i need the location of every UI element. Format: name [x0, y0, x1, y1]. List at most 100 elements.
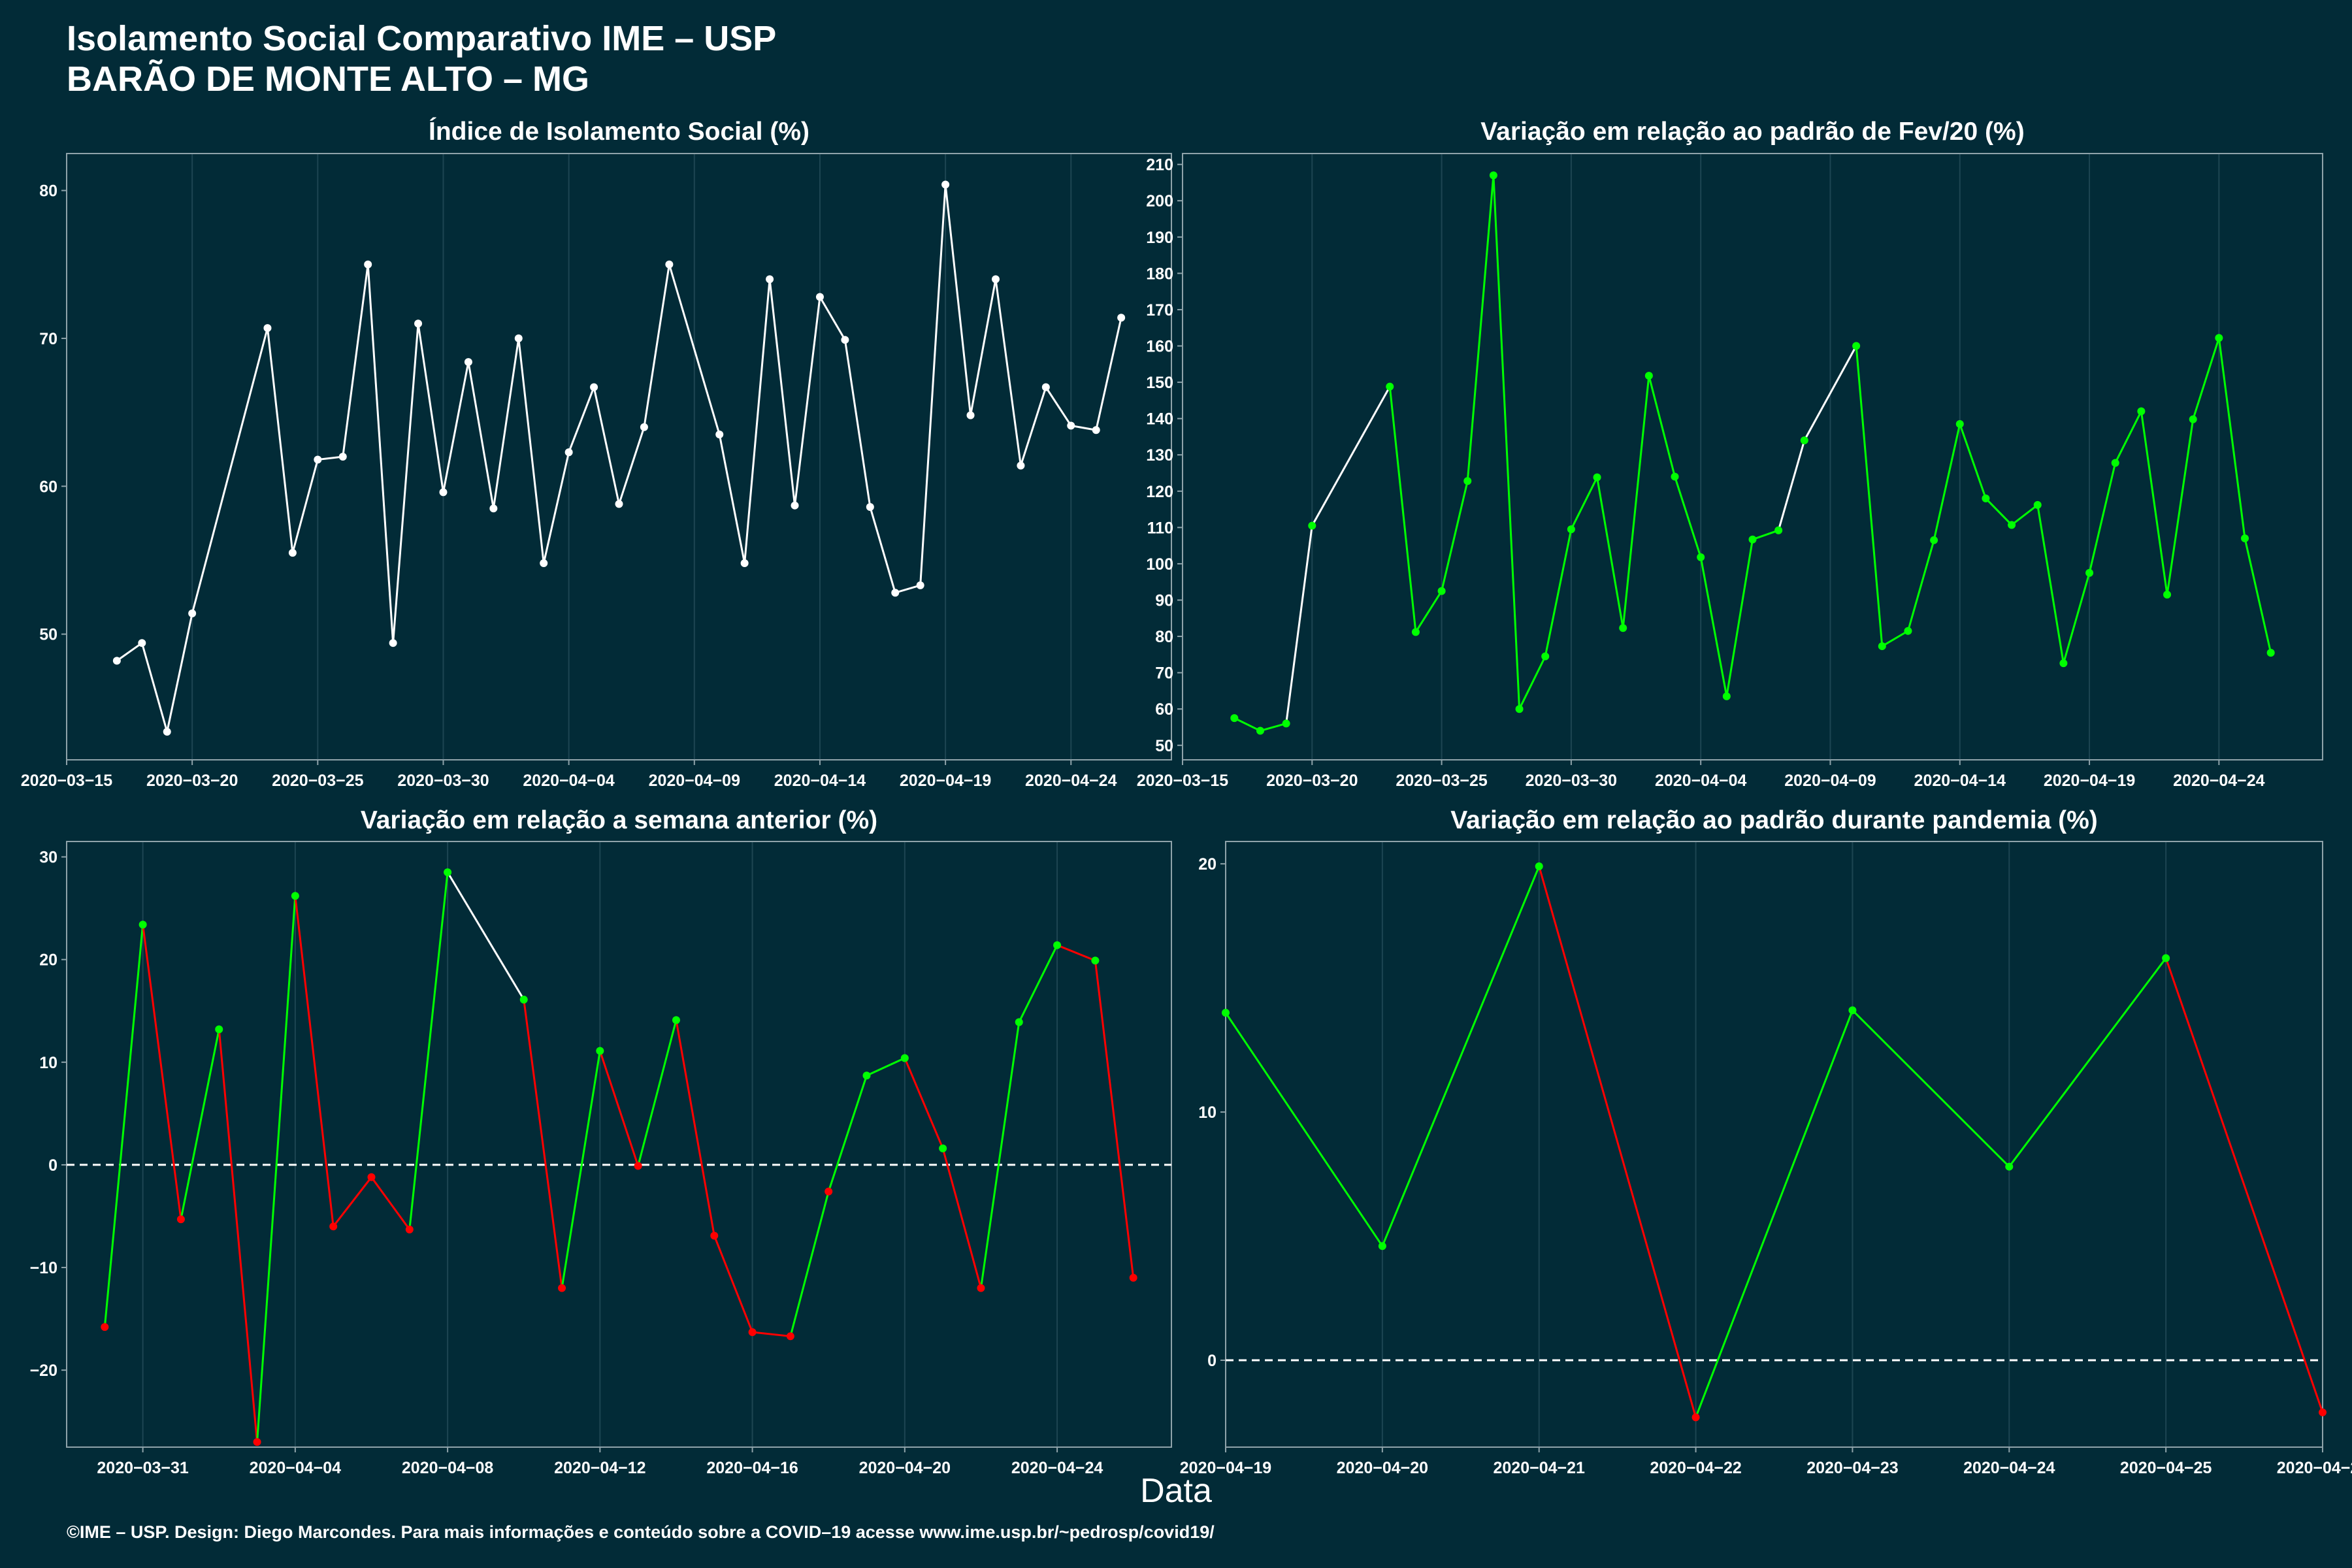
- y-tick-label: 60: [1155, 700, 1173, 719]
- series-segment: [1803, 345, 1857, 441]
- series-segment: [2164, 958, 2324, 1413]
- data-point: [590, 383, 598, 391]
- series-segment: [417, 323, 444, 493]
- series-segment: [637, 1020, 678, 1166]
- y-tick-label: 0: [1207, 1352, 1217, 1370]
- series-segment: [1441, 480, 1469, 591]
- data-point: [1671, 472, 1679, 481]
- data-point: [1015, 1018, 1023, 1026]
- x-tick-label: 2020−04−24: [1963, 1459, 2055, 1477]
- series-segment: [1725, 539, 1754, 696]
- series-segment: [1260, 722, 1287, 732]
- data-point: [966, 411, 975, 419]
- data-point: [1463, 477, 1472, 485]
- series-segment: [1544, 529, 1573, 657]
- data-point: [1067, 421, 1075, 430]
- series-segment: [291, 459, 319, 553]
- series-segment: [894, 584, 921, 594]
- x-tick-label: 2020−04−19: [900, 772, 991, 790]
- series-segment: [1311, 386, 1391, 527]
- data-point: [1930, 536, 1938, 544]
- series-segment: [2140, 411, 2168, 595]
- series-segment: [2244, 538, 2272, 653]
- data-point: [1541, 652, 1550, 661]
- data-point: [665, 260, 674, 269]
- series-segment: [370, 1176, 411, 1230]
- x-tick-label: 2020−03−25: [1396, 772, 1488, 790]
- data-point: [596, 1047, 604, 1055]
- y-tick-label: 100: [1146, 555, 1173, 574]
- x-tick-label: 2020−04−14: [774, 772, 866, 790]
- data-point: [740, 559, 749, 567]
- series-segment: [442, 361, 470, 493]
- data-point: [514, 334, 523, 342]
- x-tick-label: 2020−03−31: [97, 1459, 189, 1477]
- series-segment: [1233, 717, 1261, 732]
- series-segment: [218, 1029, 259, 1443]
- panel-variation-pandemic-pattern: Variação em relação ao padrão durante pa…: [1180, 806, 2352, 1477]
- series-segment: [718, 434, 746, 564]
- series-segment: [768, 279, 796, 506]
- chart-title: Isolamento Social Comparativo IME – USP: [67, 19, 777, 58]
- panel-title: Variação em relação ao padrão de Fev/20 …: [1480, 118, 2024, 146]
- panel-variation-previous-week: Variação em relação a semana anterior (%…: [30, 806, 1172, 1477]
- series-segment: [789, 1191, 830, 1337]
- data-point: [862, 1071, 871, 1080]
- data-point: [1644, 372, 1653, 380]
- series-segment: [668, 264, 721, 435]
- x-tick-label: 2020−04−24: [1011, 1459, 1103, 1477]
- data-point: [748, 1328, 757, 1337]
- data-point: [766, 275, 774, 284]
- data-point: [2215, 334, 2223, 342]
- x-tick-label: 2020−04−04: [1655, 772, 1747, 790]
- data-point: [2033, 500, 2042, 509]
- data-point: [1904, 627, 1912, 635]
- series-segment: [1699, 557, 1728, 697]
- data-point: [991, 275, 1000, 284]
- series-segment: [713, 1235, 753, 1333]
- data-point: [640, 423, 648, 431]
- data-point: [1053, 941, 1062, 949]
- y-tick-label: 50: [1155, 737, 1173, 755]
- series-segment: [2166, 419, 2195, 595]
- series-segment: [140, 642, 169, 732]
- series-segment: [2008, 957, 2167, 1168]
- series-segment: [752, 1331, 791, 1337]
- y-tick-label: 80: [39, 182, 57, 201]
- data-point: [1878, 642, 1886, 651]
- data-point: [1691, 1413, 1700, 1422]
- series-segment: [1019, 387, 1047, 466]
- y-tick-label: 190: [1146, 229, 1173, 247]
- series-segment: [593, 387, 620, 504]
- x-tick-label: 2020−04−23: [1806, 1459, 1898, 1477]
- series-segment: [1492, 175, 1521, 710]
- x-tick-label: 2020−03−15: [1137, 772, 1229, 790]
- x-tick-label: 2020−03−20: [1266, 772, 1358, 790]
- y-tick-label: −10: [30, 1259, 57, 1277]
- data-point: [2111, 459, 2119, 467]
- y-tick-label: 70: [1155, 664, 1173, 683]
- data-point: [941, 180, 950, 189]
- y-tick-label: 10: [39, 1054, 57, 1072]
- data-point: [2085, 568, 2094, 577]
- series-segment: [743, 279, 771, 564]
- series-segment: [1752, 529, 1779, 541]
- y-tick-label: 130: [1146, 446, 1173, 465]
- data-point: [329, 1222, 338, 1231]
- data-point: [1230, 714, 1239, 723]
- x-tick-label: 2020−03−20: [146, 772, 238, 790]
- data-point: [710, 1232, 719, 1240]
- data-point: [2137, 407, 2146, 416]
- y-tick-label: 10: [1198, 1103, 1217, 1122]
- data-point: [1774, 526, 1783, 534]
- data-point: [215, 1025, 223, 1034]
- data-point: [139, 921, 147, 929]
- series-segment: [904, 1057, 944, 1149]
- y-tick-label: 170: [1146, 301, 1173, 319]
- x-tick-label: 2020−04−16: [706, 1459, 798, 1477]
- x-tick-label: 2020−04−24: [2173, 772, 2265, 790]
- series-segment: [869, 506, 896, 593]
- series-segment: [467, 361, 495, 509]
- series-segment: [332, 1176, 372, 1228]
